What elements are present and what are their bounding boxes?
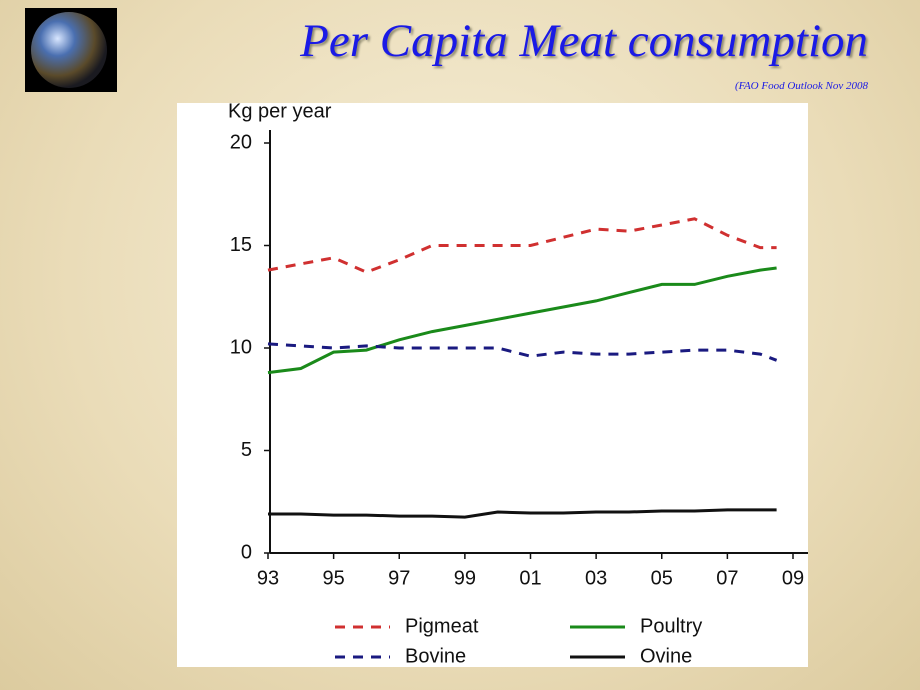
- series-line: [267, 217, 777, 274]
- x-tick-label: 93: [257, 567, 279, 589]
- legend-label: Pigmeat: [405, 615, 479, 637]
- x-tick-label: 03: [585, 567, 607, 589]
- series-line: [267, 342, 778, 362]
- y-tick-label: 15: [230, 234, 252, 256]
- slide-subtitle: (FAO Food Outlook Nov 2008: [734, 80, 868, 92]
- y-axis-label: Kg per year: [228, 100, 332, 122]
- y-tick-label: 5: [241, 439, 252, 461]
- chart-panel: [177, 103, 808, 667]
- y-tick-label: 10: [230, 336, 252, 358]
- x-tick-label: 05: [651, 567, 673, 589]
- x-tick-label: 01: [519, 567, 541, 589]
- x-tick-label: 95: [323, 567, 345, 589]
- legend-label: Bovine: [405, 645, 466, 667]
- y-tick-label: 20: [230, 131, 252, 153]
- globe-icon: [25, 8, 117, 92]
- slide-title: Per Capita Meat consumption: [300, 15, 868, 67]
- legend-label: Ovine: [640, 645, 692, 667]
- x-tick-label: 09: [782, 567, 804, 589]
- legend-label: Poultry: [640, 615, 702, 637]
- x-tick-label: 07: [716, 567, 738, 589]
- x-tick-label: 97: [388, 567, 410, 589]
- series-line: [267, 266, 777, 375]
- y-tick-label: 0: [241, 541, 252, 563]
- x-tick-label: 99: [454, 567, 476, 589]
- series-line: [268, 508, 777, 519]
